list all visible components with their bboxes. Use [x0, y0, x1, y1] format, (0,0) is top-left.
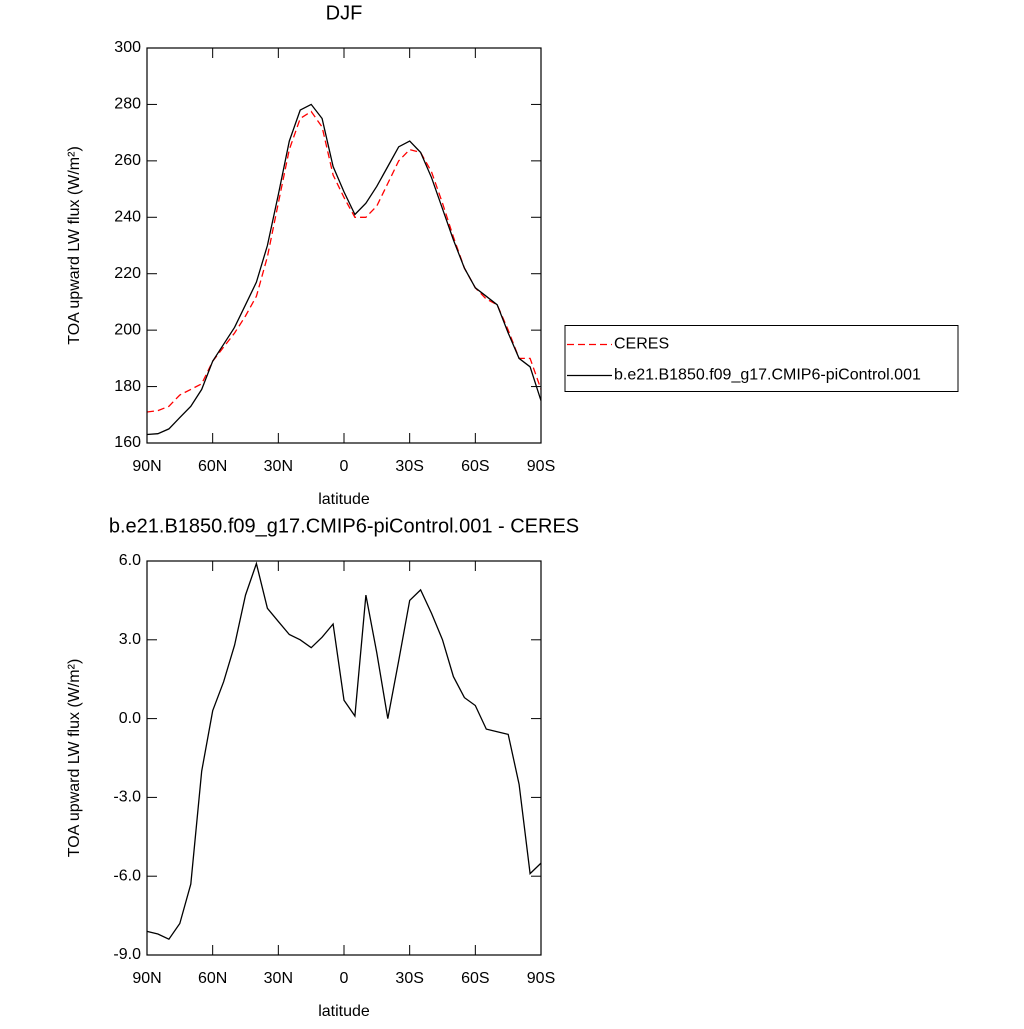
x-tick-label: 60N	[198, 458, 227, 475]
x-tick-label: 30N	[264, 458, 293, 475]
x-tick-label: 30S	[395, 458, 423, 475]
y-tick-label: 300	[114, 39, 141, 56]
x-tick-label: 90N	[132, 970, 161, 987]
x-tick-label: 60S	[461, 970, 489, 987]
x-tick-label: 60S	[461, 458, 489, 475]
x-tick-label: 90N	[132, 458, 161, 475]
y-tick-label: 200	[114, 321, 141, 338]
y-tick-label: 180	[114, 378, 141, 395]
data-line	[146, 561, 542, 941]
y-tick-label: 160	[114, 434, 141, 451]
y-tick-label: 280	[114, 96, 141, 113]
x-axis-label: latitude	[318, 491, 370, 508]
data-line	[146, 103, 542, 436]
x-tick-label: 90S	[527, 970, 555, 987]
data-line	[146, 110, 542, 413]
x-tick-label: 30N	[264, 970, 293, 987]
y-axis-label: TOA upward LW flux (W/m²)	[66, 146, 83, 345]
x-tick-label: 30S	[395, 970, 423, 987]
plot-frame	[146, 560, 542, 956]
plot-frame	[146, 47, 542, 444]
y-tick-label: -6.0	[113, 867, 141, 884]
chart-title: DJF	[326, 2, 363, 24]
y-tick-label: 240	[114, 209, 141, 226]
y-tick-label: 6.0	[119, 552, 141, 569]
x-axis-label: latitude	[318, 1003, 370, 1020]
y-axis-label: TOA upward LW flux (W/m²)	[66, 659, 83, 858]
y-tick-label: 3.0	[119, 631, 141, 648]
y-tick-label: 0.0	[119, 710, 141, 727]
legend-label: b.e21.B1850.f09_g17.CMIP6-piControl.001	[614, 367, 921, 384]
x-tick-label: 0	[340, 458, 349, 475]
y-tick-label: -3.0	[113, 789, 141, 806]
y-tick-label: 220	[114, 265, 141, 282]
y-tick-label: -9.0	[113, 946, 141, 963]
chart-title: b.e21.B1850.f09_g17.CMIP6-piControl.001 …	[109, 515, 579, 537]
legend-box	[564, 325, 959, 392]
y-tick-label: 260	[114, 152, 141, 169]
legend-label: CERES	[614, 336, 669, 353]
x-tick-label: 90S	[527, 458, 555, 475]
x-tick-label: 60N	[198, 970, 227, 987]
x-tick-label: 0	[340, 970, 349, 987]
